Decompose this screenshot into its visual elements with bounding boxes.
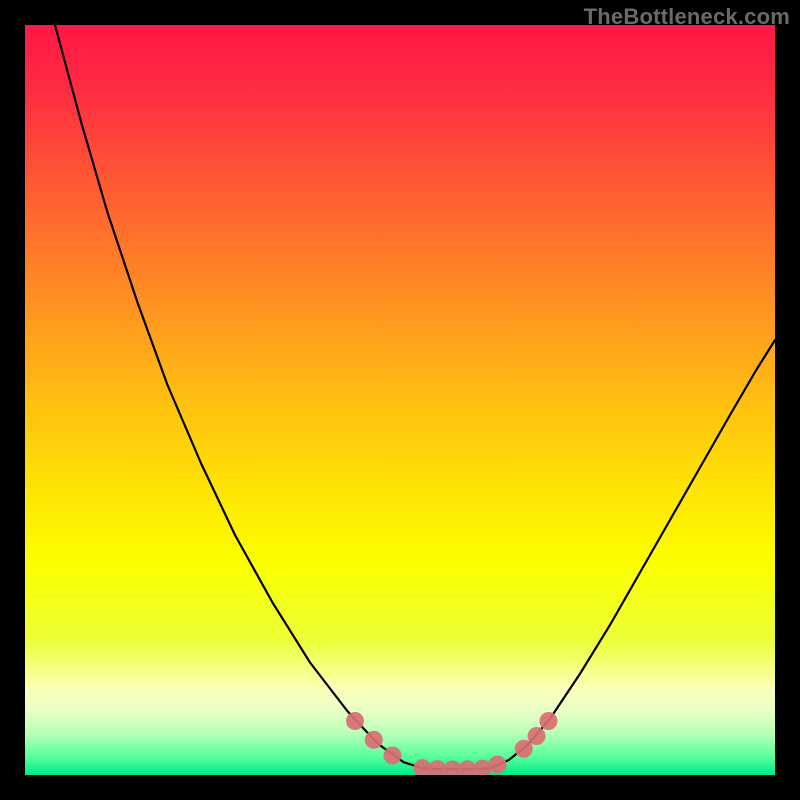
curve-segment bbox=[55, 25, 423, 768]
data-marker bbox=[489, 756, 507, 774]
data-marker bbox=[540, 712, 558, 730]
data-marker bbox=[384, 747, 402, 765]
chart-frame: TheBottleneck.com bbox=[0, 0, 800, 800]
data-marker bbox=[515, 740, 533, 758]
data-marker bbox=[474, 760, 492, 775]
data-marker bbox=[365, 731, 383, 749]
data-marker bbox=[346, 712, 364, 730]
chart-svg bbox=[25, 25, 775, 775]
curve-segment bbox=[490, 340, 775, 768]
data-marker bbox=[528, 727, 546, 745]
plot-area bbox=[25, 25, 775, 775]
